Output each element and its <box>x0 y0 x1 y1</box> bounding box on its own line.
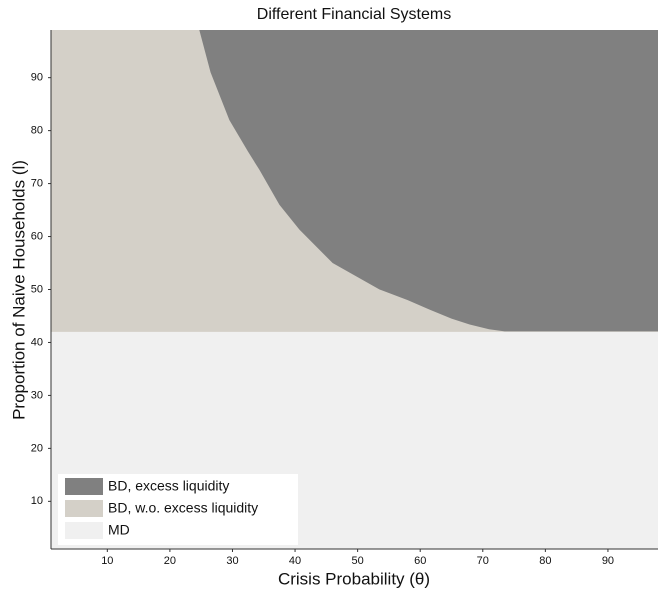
x-tick-label: 70 <box>477 555 489 567</box>
chart-title: Different Financial Systems <box>257 6 451 23</box>
y-axis-label: Proportion of Naive Households (l) <box>9 160 28 420</box>
y-tick-label: 80 <box>31 125 43 137</box>
y-tick-label: 60 <box>31 230 43 242</box>
x-tick-label: 10 <box>101 555 113 567</box>
y-tick-label: 90 <box>31 72 43 84</box>
legend-label: MD <box>108 522 130 538</box>
x-tick-label: 50 <box>352 555 364 567</box>
x-tick-label: 30 <box>226 555 238 567</box>
y-tick-label: 10 <box>31 495 43 507</box>
legend-swatch <box>65 522 103 539</box>
legend-label: BD, excess liquidity <box>108 478 229 494</box>
x-tick-label: 90 <box>602 555 614 567</box>
x-tick-label: 40 <box>289 555 301 567</box>
region-bd-excess <box>199 30 658 332</box>
x-axis-label: Crisis Probability (θ) <box>278 569 430 588</box>
x-tick-label: 20 <box>164 555 176 567</box>
y-tick-label: 50 <box>31 283 43 295</box>
legend: BD, excess liquidity BD, w.o. excess liqu… <box>58 474 298 545</box>
legend-label: BD, w.o. excess liquidity <box>108 500 258 516</box>
x-tick-label: 60 <box>414 555 426 567</box>
legend-swatch <box>65 500 103 517</box>
y-tick-label: 30 <box>31 389 43 401</box>
x-tick-label: 80 <box>539 555 551 567</box>
y-tick-label: 40 <box>31 336 43 348</box>
legend-swatch <box>65 478 103 495</box>
y-tick-label: 20 <box>31 442 43 454</box>
y-tick-label: 70 <box>31 177 43 189</box>
